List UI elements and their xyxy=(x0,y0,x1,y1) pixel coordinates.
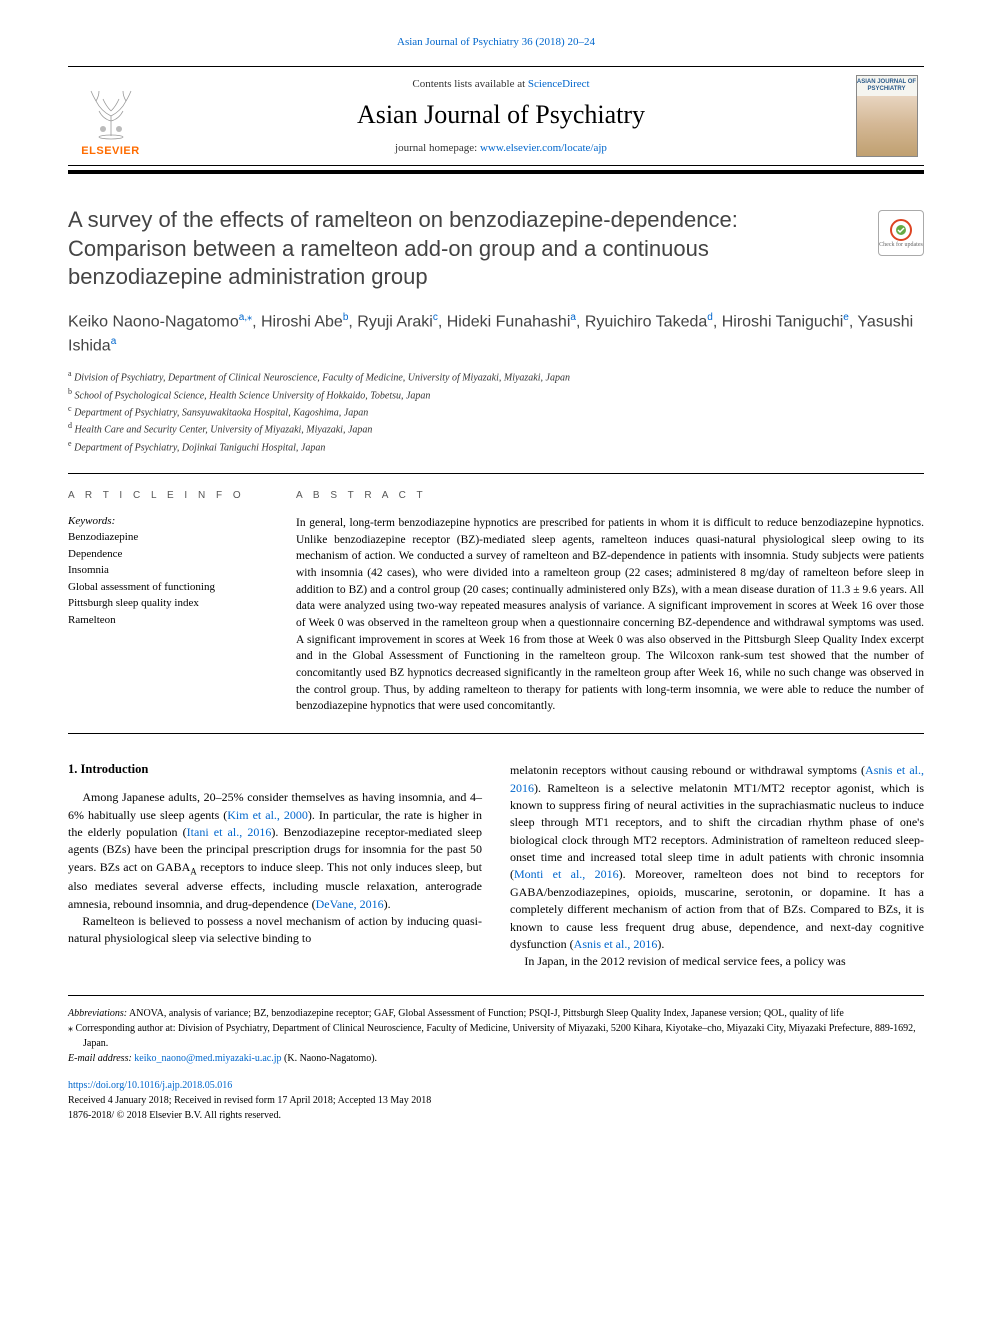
abbrev-text: ANOVA, analysis of variance; BZ, benzodi… xyxy=(127,1008,844,1019)
body-column-left: 1. Introduction Among Japanese adults, 2… xyxy=(68,762,482,971)
elsevier-tree-icon xyxy=(78,78,143,143)
ref-asnis-2016-b[interactable]: Asnis et al., 2016 xyxy=(574,937,658,951)
body-column-right: melatonin receptors without causing rebo… xyxy=(510,762,924,971)
paragraph-2-right: In Japan, in the 2012 revision of medica… xyxy=(510,953,924,970)
issn-copyright-line: 1876-2018/ © 2018 Elsevier B.V. All righ… xyxy=(68,1108,924,1123)
t: melatonin receptors without causing rebo… xyxy=(510,763,865,777)
crossmark-label: Check for updates xyxy=(879,242,923,248)
journal-homepage-line: journal homepage: www.elsevier.com/locat… xyxy=(163,142,839,154)
crossmark-badge[interactable]: Check for updates xyxy=(878,210,924,256)
received-line: Received 4 January 2018; Received in rev… xyxy=(68,1093,924,1108)
title-block: A survey of the effects of ramelteon on … xyxy=(68,206,924,292)
corresponding-author: ⁎ Corresponding author at: Division of P… xyxy=(68,1021,924,1051)
abbrev-label: Abbreviations: xyxy=(68,1008,127,1019)
keyword: Insomnia xyxy=(68,562,268,579)
article-info-column: A R T I C L E I N F O Keywords: Benzodia… xyxy=(68,490,268,715)
t: ). xyxy=(384,897,391,911)
abstract-text: In general, long-term benzodiazepine hyp… xyxy=(296,515,924,715)
banner-right: ASIAN JOURNAL OF PSYCHIATRY xyxy=(849,75,924,157)
keyword: Benzodiazepine xyxy=(68,529,268,546)
affiliation-e: e Department of Psychiatry, Dojinkai Tan… xyxy=(68,438,924,455)
ref-monti-2016[interactable]: Monti et al., 2016 xyxy=(514,867,619,881)
journal-title: Asian Journal of Psychiatry xyxy=(163,100,839,130)
ref-devane-2016[interactable]: DeVane, 2016 xyxy=(316,897,384,911)
page-container: Asian Journal of Psychiatry 36 (2018) 20… xyxy=(0,0,992,1155)
journal-cover-thumbnail: ASIAN JOURNAL OF PSYCHIATRY xyxy=(856,75,918,157)
running-header: Asian Journal of Psychiatry 36 (2018) 20… xyxy=(68,36,924,48)
divider-below-abstract xyxy=(68,733,924,734)
keyword: Ramelteon xyxy=(68,612,268,629)
email-link[interactable]: keiko_naono@med.miyazaki-u.ac.jp xyxy=(134,1053,281,1064)
thick-rule xyxy=(68,170,924,174)
affiliations: a Division of Psychiatry, Department of … xyxy=(68,368,924,455)
cover-label: ASIAN JOURNAL OF PSYCHIATRY xyxy=(857,79,917,92)
running-header-link[interactable]: Asian Journal of Psychiatry 36 (2018) 20… xyxy=(397,36,595,48)
email-label: E-mail address: xyxy=(68,1053,134,1064)
banner-center: Contents lists available at ScienceDirec… xyxy=(153,75,849,157)
keyword: Global assessment of functioning xyxy=(68,579,268,596)
footer-block: Abbreviations: ANOVA, analysis of varian… xyxy=(68,995,924,1066)
email-person: (K. Naono-Nagatomo). xyxy=(282,1053,378,1064)
abstract-column: A B S T R A C T In general, long-term be… xyxy=(296,490,924,715)
affiliation-c: c Department of Psychiatry, Sansyuwakita… xyxy=(68,403,924,420)
journal-banner: ELSEVIER Contents lists available at Sci… xyxy=(68,66,924,166)
keywords-label: Keywords: xyxy=(68,515,268,527)
ref-itani-2016[interactable]: Itani et al., 2016 xyxy=(187,825,272,839)
abstract-heading: A B S T R A C T xyxy=(296,490,924,501)
affiliation-d: d Health Care and Security Center, Unive… xyxy=(68,420,924,437)
journal-homepage-link[interactable]: www.elsevier.com/locate/ajp xyxy=(480,142,607,154)
publisher-logo-block: ELSEVIER xyxy=(68,75,153,157)
paragraph-2-left: Ramelteon is believed to possess a novel… xyxy=(68,913,482,948)
elsevier-wordmark: ELSEVIER xyxy=(81,145,139,157)
section-heading-introduction: 1. Introduction xyxy=(68,762,482,777)
keyword: Dependence xyxy=(68,546,268,563)
t: ). xyxy=(657,937,664,951)
body-text-left: Among Japanese adults, 20–25% consider t… xyxy=(68,789,482,948)
info-abstract-row: A R T I C L E I N F O Keywords: Benzodia… xyxy=(68,474,924,733)
contents-prefix: Contents lists available at xyxy=(412,78,527,90)
abbreviations-line: Abbreviations: ANOVA, analysis of varian… xyxy=(68,1006,924,1021)
email-line: E-mail address: keiko_naono@med.miyazaki… xyxy=(68,1051,924,1066)
ref-kim-2000[interactable]: Kim et al., 2000 xyxy=(227,808,308,822)
article-info-heading: A R T I C L E I N F O xyxy=(68,490,268,501)
contents-available-line: Contents lists available at ScienceDirec… xyxy=(163,78,839,90)
body-columns: 1. Introduction Among Japanese adults, 2… xyxy=(68,762,924,971)
crossmark-icon xyxy=(889,218,913,242)
keyword: Pittsburgh sleep quality index xyxy=(68,595,268,612)
author-list: Keiko Naono-Nagatomoa,⁎, Hiroshi Abeb, R… xyxy=(68,310,924,359)
affiliation-b: b School of Psychological Science, Healt… xyxy=(68,386,924,403)
affiliation-a: a Division of Psychiatry, Department of … xyxy=(68,368,924,385)
homepage-prefix: journal homepage: xyxy=(395,142,480,154)
body-text-right: melatonin receptors without causing rebo… xyxy=(510,762,924,971)
keywords-list: Benzodiazepine Dependence Insomnia Globa… xyxy=(68,529,268,628)
sciencedirect-link[interactable]: ScienceDirect xyxy=(528,78,590,90)
doi-link[interactable]: https://doi.org/10.1016/j.ajp.2018.05.01… xyxy=(68,1080,232,1091)
doi-block: https://doi.org/10.1016/j.ajp.2018.05.01… xyxy=(68,1078,924,1123)
article-title: A survey of the effects of ramelteon on … xyxy=(68,206,924,292)
